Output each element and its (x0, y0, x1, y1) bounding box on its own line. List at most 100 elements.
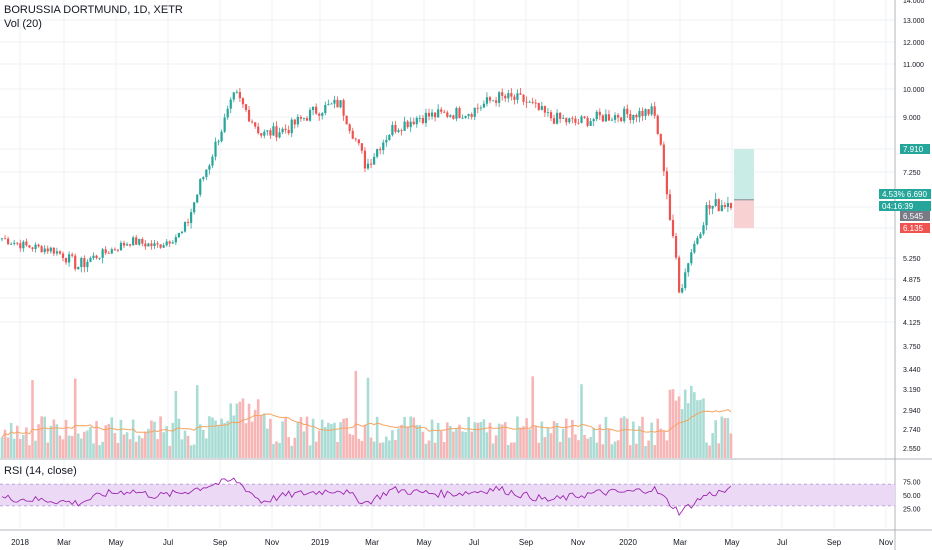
candle-body (617, 115, 620, 118)
candle-body (290, 119, 293, 134)
volume-bar (708, 445, 711, 458)
volume-bar (433, 442, 437, 458)
candle-body (3, 238, 7, 240)
volume-bar (375, 416, 379, 458)
volume-bar (22, 434, 25, 458)
volume-bar (92, 443, 95, 458)
candle-body (598, 111, 601, 116)
candle-body (247, 109, 251, 122)
candle-body (293, 119, 296, 125)
price-tag (900, 211, 930, 221)
candle-body (726, 203, 729, 207)
volume-bar (668, 389, 672, 458)
candle-body (427, 112, 431, 117)
volume-bar (528, 429, 531, 458)
volume-bar (269, 418, 272, 458)
candle-body (635, 114, 638, 118)
candle-body (232, 92, 235, 100)
volume-bar (141, 438, 144, 458)
price-tag (900, 144, 930, 154)
volume-bar (15, 425, 19, 458)
candle-body (180, 231, 184, 233)
volume-bar (421, 431, 425, 458)
rsi-legend[interactable]: RSI (14, close) (4, 465, 77, 477)
volume-bar (327, 422, 330, 458)
candle-body (83, 258, 86, 268)
volume-bar (165, 426, 168, 458)
volume-bar (629, 445, 632, 458)
candle-body (153, 243, 156, 247)
candle-body (434, 112, 437, 118)
candle-body (272, 126, 275, 136)
volume-bar (76, 433, 80, 458)
candle-body (363, 150, 367, 169)
rsi-tick-label: 50.00 (903, 493, 921, 500)
volume-bar (272, 443, 275, 458)
candle-body (674, 236, 678, 258)
candle-body (89, 257, 92, 262)
volume-bar (6, 437, 10, 458)
volume-bar (503, 422, 507, 458)
candle-body (305, 118, 309, 121)
candle-body (284, 128, 287, 130)
time-tick-label: Sep (213, 538, 228, 547)
candle-body (583, 116, 586, 118)
candle-body (205, 169, 208, 178)
time-tick-label: May (108, 538, 123, 547)
candle-body (125, 244, 129, 246)
volume-bar (159, 416, 162, 458)
position-zones[interactable] (734, 149, 754, 228)
volume-bar (95, 421, 98, 458)
time-tick-label: 2018 (11, 538, 29, 547)
volume-bar (686, 403, 690, 458)
volume-bar (461, 431, 464, 458)
price-tag-label: 04:16:39 (882, 202, 914, 211)
candle-body (196, 194, 199, 203)
price-tag-label: 7.910 (903, 145, 924, 154)
time-tick-label: Nov (571, 538, 585, 547)
candle-body (720, 205, 723, 212)
candle-body (681, 288, 684, 293)
volume-bar (70, 436, 74, 458)
volume-bar (89, 426, 92, 458)
volume-bar (195, 385, 199, 458)
candle-body (25, 241, 28, 246)
volume-bar (473, 422, 477, 458)
volume-bar (439, 431, 443, 458)
candle-body (296, 116, 299, 125)
volume-ma-path (1, 409, 732, 438)
take-profit-zone (734, 149, 754, 200)
candle-body (135, 237, 138, 245)
volume-bar (137, 435, 141, 458)
candle-body (177, 232, 180, 238)
candle-body (110, 249, 113, 254)
chart-title[interactable]: BORUSSIA DORTMUND, 1D, XETR (4, 4, 183, 16)
candle-body (409, 121, 412, 128)
volume-bar (314, 441, 318, 458)
volume-bar (183, 430, 187, 458)
candle-body (549, 112, 553, 119)
candle-body (92, 255, 95, 258)
candle-body (16, 242, 19, 244)
volume-legend[interactable]: Vol (20) (4, 18, 42, 30)
candle-body (190, 212, 193, 223)
volume-bar (198, 424, 202, 458)
volume-bar (125, 432, 129, 458)
volume-bar (674, 400, 678, 458)
price-tag (879, 189, 931, 199)
candle-body (394, 124, 397, 132)
price-tick-label: 9.000 (903, 115, 921, 122)
candle-body (546, 112, 550, 113)
candle-body (610, 119, 614, 121)
candle-body (501, 92, 504, 96)
candle-body (336, 99, 339, 108)
volume-bar (537, 442, 541, 458)
volume-bar (333, 422, 336, 458)
volume-bar (653, 445, 656, 458)
volume-tick-label: 2.940 (903, 408, 921, 415)
candle-body (382, 142, 385, 151)
time-tick-label: Jul (469, 538, 479, 547)
candle-body (510, 93, 513, 97)
